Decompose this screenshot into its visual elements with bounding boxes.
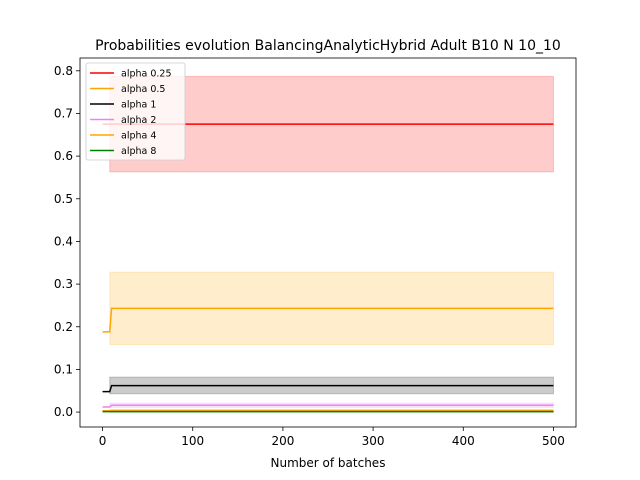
x-tick-label: 100 bbox=[181, 434, 204, 448]
x-tick-label: 300 bbox=[362, 434, 385, 448]
legend-label-0: alpha 0.25 bbox=[121, 69, 172, 80]
line-series-1 bbox=[102, 307, 554, 333]
legend-label-3: alpha 2 bbox=[121, 115, 156, 126]
y-tick-label: 0.3 bbox=[54, 277, 73, 291]
legend-label-1: alpha 0.5 bbox=[121, 84, 165, 95]
x-tick-label: 500 bbox=[542, 434, 565, 448]
y-tick-label: 0.2 bbox=[54, 320, 73, 334]
legend: alpha 0.25 alpha 0.5 alpha 1 alpha 2 alpha 4… bbox=[85, 62, 186, 161]
y-tick-label: 0.5 bbox=[54, 192, 73, 206]
x-tick-label: 400 bbox=[452, 434, 475, 448]
legend-label-2: alpha 1 bbox=[121, 100, 156, 111]
series-lines bbox=[102, 123, 554, 413]
legend-label-5: alpha 8 bbox=[121, 146, 156, 157]
axes: 0 100 200 300 400 500 0.0 0.1 0.2 0.3 0.4 0.5 0.6 0.7… bbox=[54, 57, 577, 448]
line-series-3 bbox=[102, 404, 554, 408]
y-tick-label: 0.4 bbox=[54, 234, 73, 248]
y-tick-label: 0.0 bbox=[54, 405, 73, 419]
x-axis-label: Number of batches bbox=[271, 456, 386, 470]
y-tick-label: 0.8 bbox=[54, 64, 73, 78]
x-tick-label: 200 bbox=[271, 434, 294, 448]
y-tick-label: 0.1 bbox=[54, 362, 73, 376]
y-tick-label: 0.7 bbox=[54, 106, 73, 120]
chart-title: Probabilities evolution BalancingAnalyti… bbox=[95, 38, 561, 54]
x-tick-label: 0 bbox=[99, 434, 107, 448]
plot-frame bbox=[79, 57, 577, 428]
y-tick-label: 0.6 bbox=[54, 149, 73, 163]
line-series-2 bbox=[102, 384, 554, 393]
legend-label-4: alpha 4 bbox=[121, 131, 156, 142]
